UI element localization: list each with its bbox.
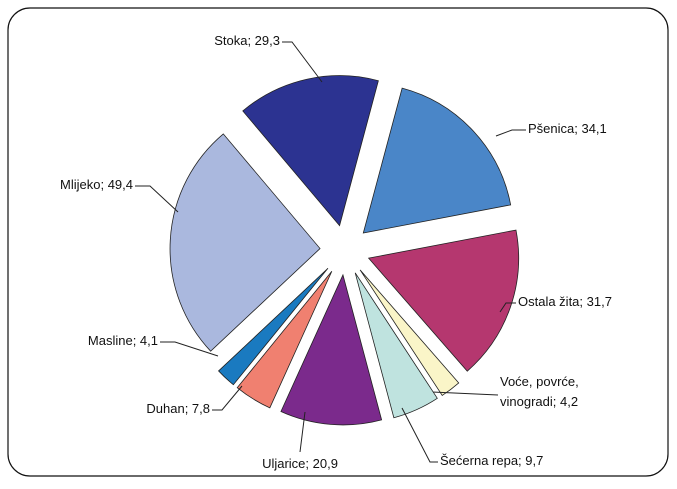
slice-label: Šećerna repa; 9,7	[440, 453, 543, 468]
slice-label: Mlijeko; 49,4	[60, 177, 133, 192]
pie-slice	[242, 75, 379, 227]
slice-label-line: Mlijeko; 49,4	[60, 177, 133, 192]
pie-slice	[367, 229, 520, 372]
pie-slice	[362, 87, 512, 234]
leader-line	[282, 41, 323, 83]
leader-line	[135, 185, 179, 213]
slice-label-line: Pšenica; 34,1	[528, 121, 607, 136]
slice-label: Stoka; 29,3	[214, 33, 280, 48]
slice-label-line: Stoka; 29,3	[214, 33, 280, 48]
slice-label-line: Šećerna repa; 9,7	[440, 453, 543, 468]
slice-label-line: vinogradi; 4,2	[500, 394, 578, 409]
leader-line	[212, 385, 243, 411]
slice-label: Uljarice; 20,9	[262, 456, 338, 471]
leader-line	[495, 129, 526, 137]
slice-label-line: Voće, povrće,	[500, 374, 579, 389]
pie-slice	[236, 271, 333, 409]
pie-slice	[354, 272, 438, 419]
slice-label-line: Uljarice; 20,9	[262, 456, 338, 471]
frame	[7, 7, 669, 477]
leader-line	[160, 341, 219, 357]
slice-label-line: Ostala žita; 31,7	[518, 294, 612, 309]
leader-line	[299, 411, 306, 453]
leader-line	[499, 302, 516, 313]
leader-line	[401, 407, 438, 463]
slice-label-line: Duhan; 7,8	[146, 401, 210, 416]
slice-label: Voće, povrće, vinogradi; 4,2	[500, 374, 579, 409]
slice-label: Masline; 4,1	[88, 333, 158, 348]
leader-line	[431, 391, 499, 396]
slice-label: Duhan; 7,8	[146, 401, 210, 416]
pie-slice	[218, 268, 329, 386]
slice-label-line: Masline; 4,1	[88, 333, 158, 348]
pie-slice	[359, 269, 460, 396]
slice-label: Ostala žita; 31,7	[518, 294, 612, 309]
pie-slice	[280, 273, 383, 426]
slice-label: Pšenica; 34,1	[528, 121, 607, 136]
pie-slice	[169, 133, 321, 352]
